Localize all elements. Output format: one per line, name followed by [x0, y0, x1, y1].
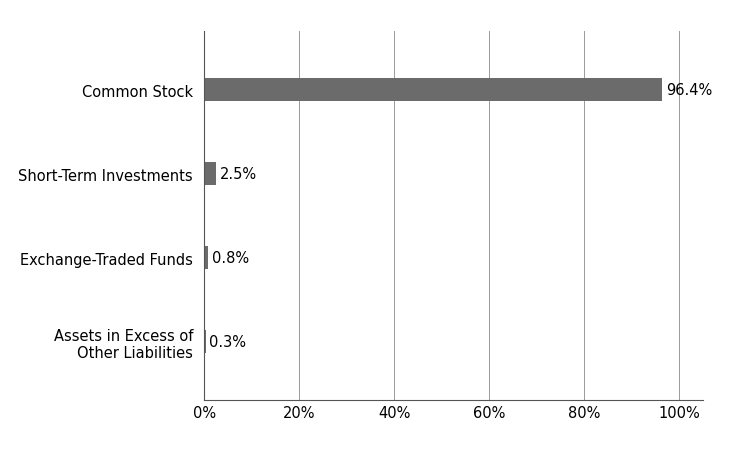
Text: 0.8%: 0.8%: [212, 251, 249, 265]
Text: 2.5%: 2.5%: [220, 167, 257, 182]
Bar: [204, 162, 216, 186]
Bar: [204, 330, 206, 354]
Text: 0.3%: 0.3%: [209, 334, 246, 349]
Text: 96.4%: 96.4%: [666, 83, 712, 98]
Bar: [204, 79, 662, 102]
Bar: [204, 246, 208, 270]
